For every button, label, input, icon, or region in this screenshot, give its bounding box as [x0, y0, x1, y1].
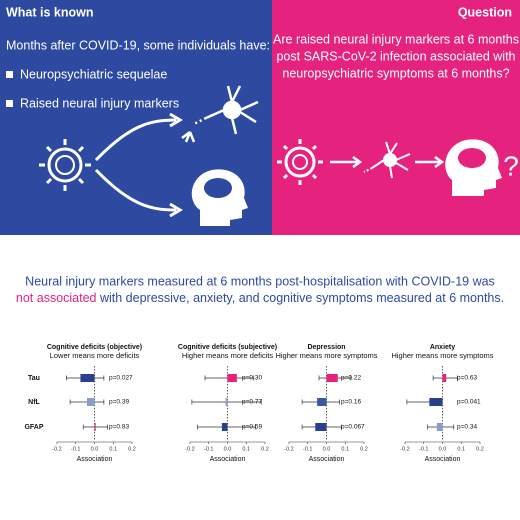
x-tick-label: -0.2 — [185, 446, 194, 452]
estimate-bar — [227, 374, 237, 382]
p-value: p=0.63 — [457, 375, 477, 382]
virus-icon — [277, 139, 323, 185]
question-mark: ? — [503, 150, 519, 181]
p-value: p=0.041 — [457, 399, 481, 406]
estimate-bar — [87, 398, 95, 406]
x-tick-label: -0.1 — [419, 446, 428, 452]
estimate-bar — [80, 374, 95, 382]
question-heading: Question — [458, 5, 512, 19]
p-value: p=0.22 — [341, 375, 361, 382]
estimate-bar — [317, 398, 327, 406]
x-tick-label: 0.2 — [476, 446, 484, 452]
estimate-bar — [221, 423, 228, 431]
chart-title: Cognitive deficits (objective) — [47, 344, 142, 351]
neuron-icon — [181, 85, 259, 143]
chart-subtitle: Lower means more deficits — [50, 351, 140, 360]
arrow — [94, 168, 177, 212]
bullet — [6, 100, 13, 107]
x-tick-label: 0.1 — [242, 446, 250, 452]
x-tick-label: 0.1 — [341, 446, 349, 452]
finding-line: not associated with depressive, anxiety,… — [16, 291, 504, 305]
x-tick-label: -0.2 — [400, 446, 409, 452]
x-tick-label: 0.2 — [360, 446, 368, 452]
x-tick-label: -0.2 — [52, 446, 61, 452]
estimate-bar — [326, 374, 338, 382]
p-value: p=0.83 — [109, 424, 129, 431]
question-line: post SARS-CoV-2 infection associated wit… — [276, 49, 515, 63]
question-line: neuropsychiatric symptoms at 6 months? — [282, 66, 509, 80]
x-axis-label: Association — [77, 456, 113, 463]
estimate-bar — [315, 423, 327, 431]
category-label: NfL — [28, 399, 40, 406]
finding-rest: with depressive, anxiety, and cognitive … — [97, 291, 505, 305]
p-value: p=0.77 — [242, 399, 262, 406]
category-label: Tau — [28, 375, 40, 382]
x-tick-label: 0.0 — [91, 446, 99, 452]
x-tick-label: 0.1 — [109, 446, 117, 452]
chart-title: Anxiety — [430, 344, 455, 351]
p-value: p=0.16 — [341, 399, 361, 406]
known-intro: Months after COVID-19, some individuals … — [6, 38, 270, 52]
known-bullet: Raised neural injury markers — [20, 96, 179, 110]
forest-plots: Cognitive deficits (objective)Lower mean… — [24, 344, 493, 463]
x-tick-label: 0.0 — [439, 446, 447, 452]
question-line: Are raised neural injury markers at 6 mo… — [273, 32, 519, 46]
p-value: p=0.30 — [242, 375, 262, 382]
chart-title: Depression — [307, 344, 345, 351]
arrow-head — [434, 155, 445, 169]
estimate-bar — [429, 398, 443, 406]
p-value: p=0.34 — [457, 424, 477, 431]
p-value: p=0.027 — [109, 375, 133, 382]
x-tick-label: 0.1 — [457, 446, 465, 452]
x-tick-label: -0.1 — [303, 446, 312, 452]
x-tick-label: 0.2 — [128, 446, 136, 452]
p-value: p=0.59 — [242, 424, 262, 431]
category-label: GFAP — [24, 424, 43, 431]
chart-subtitle: Higher means more deficits — [182, 351, 274, 360]
x-tick-label: 0.2 — [261, 446, 269, 452]
chart-subtitle: Higher means more symptoms — [275, 351, 377, 360]
estimate-bar — [94, 423, 96, 431]
estimate-bar — [225, 398, 228, 406]
x-tick-label: 0.0 — [224, 446, 232, 452]
known-heading: What is known — [6, 5, 94, 19]
arrow-head — [352, 155, 363, 169]
x-tick-label: -0.1 — [204, 446, 213, 452]
neuron-icon — [363, 141, 411, 179]
head-icon — [445, 139, 502, 196]
finding-line: Neural injury markers measured at 6 mont… — [25, 274, 495, 288]
p-value: p=0.39 — [109, 399, 129, 406]
estimate-bar — [442, 374, 447, 382]
x-tick-label: 0.0 — [323, 446, 331, 452]
finding-highlight: not associated — [16, 291, 97, 305]
estimate-bar — [436, 423, 443, 431]
x-axis-label: Association — [425, 456, 461, 463]
x-tick-label: -0.1 — [71, 446, 80, 452]
virus-icon — [39, 139, 91, 191]
p-value: p=0.067 — [341, 424, 365, 431]
x-axis-label: Association — [309, 456, 345, 463]
arrow-head — [169, 202, 183, 218]
arrow — [94, 118, 177, 162]
bullet — [6, 71, 13, 78]
x-axis-label: Association — [210, 456, 246, 463]
chart-subtitle: Higher means more symptoms — [391, 351, 493, 360]
head-icon — [191, 169, 248, 226]
x-tick-label: -0.2 — [284, 446, 293, 452]
chart-title: Cognitive deficits (subjective) — [178, 344, 277, 351]
arrow-head — [169, 112, 183, 128]
known-bullet: Neuropsychiatric sequelae — [20, 67, 167, 81]
